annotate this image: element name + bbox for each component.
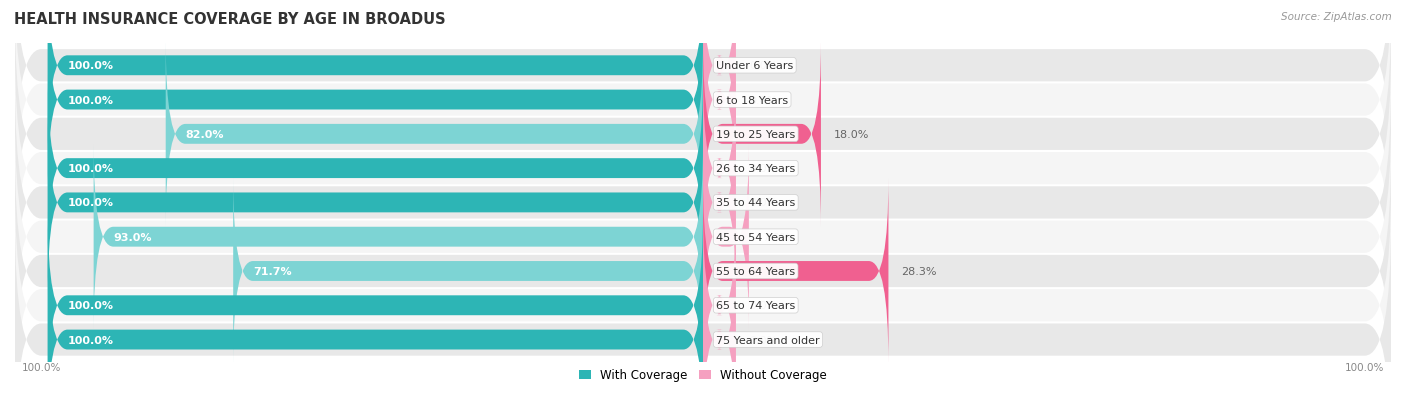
Text: 7.0%: 7.0% <box>762 232 790 242</box>
FancyBboxPatch shape <box>15 219 1391 413</box>
Text: 65 to 74 Years: 65 to 74 Years <box>716 301 796 311</box>
FancyBboxPatch shape <box>15 14 1391 255</box>
Text: 35 to 44 Years: 35 to 44 Years <box>716 198 796 208</box>
Text: 0.0%: 0.0% <box>749 61 778 71</box>
Text: Under 6 Years: Under 6 Years <box>716 61 793 71</box>
FancyBboxPatch shape <box>166 42 703 227</box>
Text: Source: ZipAtlas.com: Source: ZipAtlas.com <box>1281 12 1392 22</box>
Text: 0.0%: 0.0% <box>749 95 778 105</box>
FancyBboxPatch shape <box>94 145 703 330</box>
FancyBboxPatch shape <box>48 213 703 398</box>
Text: 100.0%: 100.0% <box>67 301 114 311</box>
FancyBboxPatch shape <box>15 0 1391 187</box>
Text: 100.0%: 100.0% <box>67 198 114 208</box>
Legend: With Coverage, Without Coverage: With Coverage, Without Coverage <box>579 368 827 382</box>
FancyBboxPatch shape <box>233 179 703 364</box>
Text: 100.0%: 100.0% <box>67 95 114 105</box>
Text: 45 to 54 Years: 45 to 54 Years <box>716 232 796 242</box>
Text: HEALTH INSURANCE COVERAGE BY AGE IN BROADUS: HEALTH INSURANCE COVERAGE BY AGE IN BROA… <box>14 12 446 27</box>
FancyBboxPatch shape <box>703 42 821 227</box>
Text: 100.0%: 100.0% <box>67 61 114 71</box>
FancyBboxPatch shape <box>15 48 1391 290</box>
FancyBboxPatch shape <box>703 0 735 159</box>
Text: 100.0%: 100.0% <box>1346 362 1385 372</box>
FancyBboxPatch shape <box>15 0 1391 221</box>
Text: 0.0%: 0.0% <box>749 301 778 311</box>
FancyBboxPatch shape <box>15 185 1391 413</box>
Text: 26 to 34 Years: 26 to 34 Years <box>716 164 796 174</box>
Text: 71.7%: 71.7% <box>253 266 291 276</box>
Text: 28.3%: 28.3% <box>901 266 936 276</box>
Text: 100.0%: 100.0% <box>21 362 60 372</box>
Text: 6 to 18 Years: 6 to 18 Years <box>716 95 789 105</box>
FancyBboxPatch shape <box>48 0 703 159</box>
FancyBboxPatch shape <box>15 82 1391 324</box>
FancyBboxPatch shape <box>48 247 703 413</box>
Text: 55 to 64 Years: 55 to 64 Years <box>716 266 796 276</box>
Text: 100.0%: 100.0% <box>67 335 114 345</box>
FancyBboxPatch shape <box>703 247 735 413</box>
FancyBboxPatch shape <box>703 145 749 330</box>
Text: 0.0%: 0.0% <box>749 164 778 174</box>
FancyBboxPatch shape <box>703 76 735 261</box>
FancyBboxPatch shape <box>15 116 1391 358</box>
Text: 93.0%: 93.0% <box>114 232 152 242</box>
FancyBboxPatch shape <box>48 110 703 296</box>
Text: 19 to 25 Years: 19 to 25 Years <box>716 130 796 140</box>
FancyBboxPatch shape <box>703 179 889 364</box>
Text: 75 Years and older: 75 Years and older <box>716 335 820 345</box>
Text: 100.0%: 100.0% <box>67 164 114 174</box>
FancyBboxPatch shape <box>48 7 703 193</box>
Text: 0.0%: 0.0% <box>749 335 778 345</box>
Text: 0.0%: 0.0% <box>749 198 778 208</box>
Text: 18.0%: 18.0% <box>834 130 869 140</box>
FancyBboxPatch shape <box>703 7 735 193</box>
FancyBboxPatch shape <box>703 110 735 296</box>
FancyBboxPatch shape <box>15 151 1391 392</box>
FancyBboxPatch shape <box>48 76 703 261</box>
Text: 82.0%: 82.0% <box>186 130 224 140</box>
FancyBboxPatch shape <box>703 213 735 398</box>
